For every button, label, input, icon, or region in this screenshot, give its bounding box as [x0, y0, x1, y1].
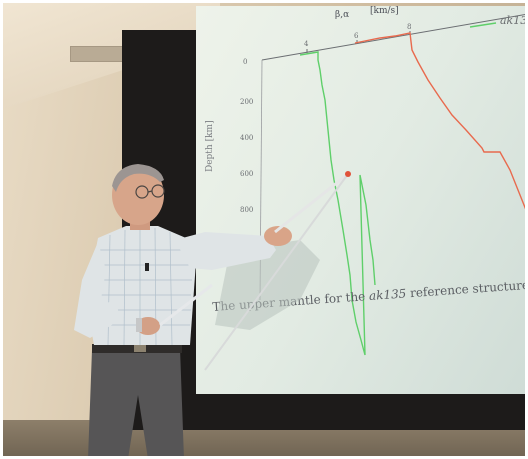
- p-wave-curve: [354, 32, 528, 216]
- s-wave-curve: [299, 51, 376, 356]
- top-tick-label-4: 4: [304, 40, 309, 48]
- y-tick-label-600: 600: [240, 170, 254, 178]
- y-tick-label-200: 200: [240, 98, 254, 106]
- head: [112, 165, 164, 225]
- pointing-hand: [264, 226, 292, 246]
- pointer-shaft-lower: [159, 283, 213, 327]
- y-tick-label-400: 400: [240, 134, 254, 142]
- top-axis-label-units: [km/s]: [370, 6, 399, 16]
- trousers: [88, 348, 184, 459]
- pointing-arm: [175, 232, 276, 270]
- top-axis-label-beta-alpha: β,α: [335, 10, 350, 20]
- top-tick-label-8: 8: [407, 23, 412, 31]
- legend-swatch: [469, 22, 497, 28]
- pointer-shaft-2: [204, 173, 349, 371]
- top-tick-label-6: 6: [354, 32, 359, 40]
- hair: [112, 164, 164, 192]
- wristwatch: [136, 318, 142, 332]
- lapel-mic: [145, 263, 149, 271]
- y-tick-label-0: 0: [243, 58, 248, 66]
- belt-buckle: [134, 345, 146, 352]
- legend-label: ak13: [500, 14, 528, 27]
- glasses: [135, 184, 165, 199]
- lower-arm: [74, 242, 120, 338]
- top-axis: [261, 13, 528, 61]
- y-tick-label-800: 800: [240, 206, 254, 214]
- telescopic-pointer: [274, 172, 349, 234]
- projection-screen: [196, 6, 528, 394]
- pointer-tip: [345, 171, 351, 177]
